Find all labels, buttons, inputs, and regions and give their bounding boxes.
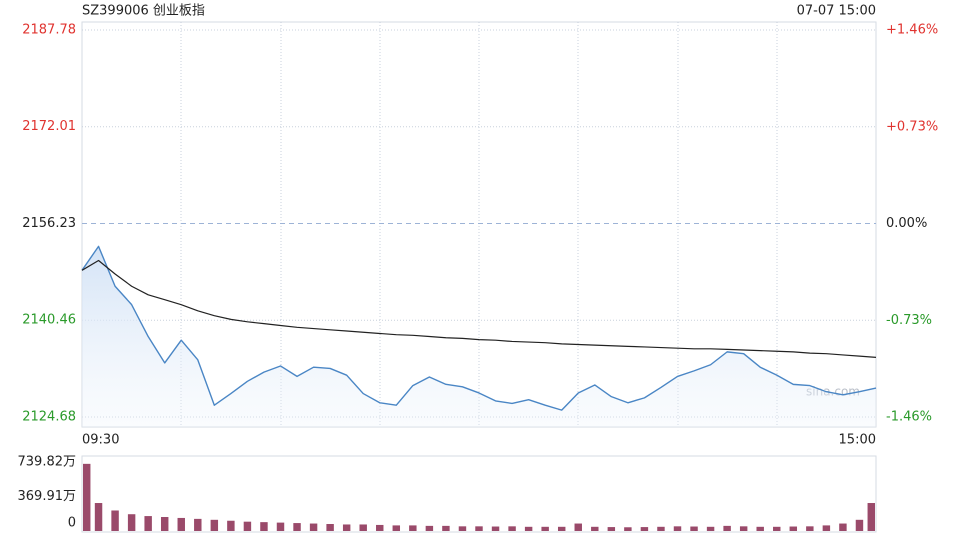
y-tick-label: 2187.78 (22, 23, 76, 38)
volume-bar (723, 525, 731, 531)
x-tick-label: 15:00 (839, 433, 876, 448)
volume-bar (855, 519, 864, 531)
volume-bar (376, 524, 384, 531)
y-tick-label: 2140.46 (22, 313, 76, 328)
y2-tick-label: -0.73% (886, 313, 932, 328)
volume-bar (607, 527, 616, 531)
volume-bar (83, 463, 91, 531)
volume-bar (867, 503, 875, 531)
volume-bar (591, 526, 599, 531)
volume-bar (127, 514, 136, 531)
volume-bar (475, 526, 483, 531)
volume-bar (293, 523, 301, 531)
volume-bar (94, 503, 103, 531)
volume-bar (756, 526, 764, 531)
volume-bar (144, 516, 152, 531)
volume-bar (260, 522, 268, 531)
volume-bar (690, 526, 698, 531)
volume-panel (81, 455, 877, 533)
price-area (82, 246, 876, 427)
vertical-grid (180, 22, 778, 427)
volume-tick-label: 0 (68, 516, 76, 531)
average-line (81, 259, 877, 358)
y-tick-label: 2124.68 (22, 410, 76, 425)
volume-bar (773, 526, 781, 531)
volume-bar (557, 526, 566, 531)
volume-bar (342, 524, 351, 531)
volume-bar (706, 526, 715, 531)
y2-tick-label: +0.73% (886, 119, 938, 134)
volume-bar (442, 525, 450, 531)
volume-bar (111, 510, 119, 531)
volume-bar (425, 525, 434, 531)
volume-bar (359, 524, 367, 531)
volume-bar (309, 523, 318, 531)
volume-bar (541, 526, 549, 531)
volume-bar (227, 520, 235, 531)
volume-tick-label: 739.82万 (18, 455, 77, 470)
volume-bar (409, 525, 417, 531)
volume-tick-label: 369.91万 (18, 489, 77, 504)
volume-bar (160, 517, 169, 531)
y2-tick-label: 0.00% (886, 216, 927, 231)
volume-bar (524, 526, 533, 531)
volume-bar (194, 518, 202, 531)
volume-bar (458, 526, 467, 531)
volume-bar (210, 519, 219, 531)
volume-bar (276, 522, 285, 531)
volume-bar (508, 526, 516, 531)
volume-bar (177, 517, 185, 531)
x-tick-label: 09:30 (82, 433, 119, 448)
y2-tick-label: -1.46% (886, 410, 932, 425)
volume-bar (326, 524, 334, 531)
volume-bar (624, 527, 632, 531)
volume-bar (806, 526, 814, 531)
price-line (81, 245, 877, 411)
volume-bar (739, 526, 748, 531)
volume-bar (574, 523, 582, 531)
volume-bar (839, 523, 847, 531)
volume-bar (673, 526, 682, 531)
volume-bar (822, 525, 831, 531)
volume-bar (243, 521, 252, 531)
volume-bar (640, 527, 649, 531)
timestamp: 07-07 15:00 (797, 4, 876, 19)
volume-bar (657, 526, 665, 531)
y2-tick-label: +1.46% (886, 23, 938, 38)
chart-title: SZ399006 创业板指 (82, 4, 205, 19)
y-tick-label: 2172.01 (22, 119, 76, 134)
volume-bar (392, 525, 401, 531)
volume-bar (491, 526, 500, 531)
y-tick-label: 2156.23 (22, 216, 76, 231)
volume-bar (789, 526, 798, 531)
